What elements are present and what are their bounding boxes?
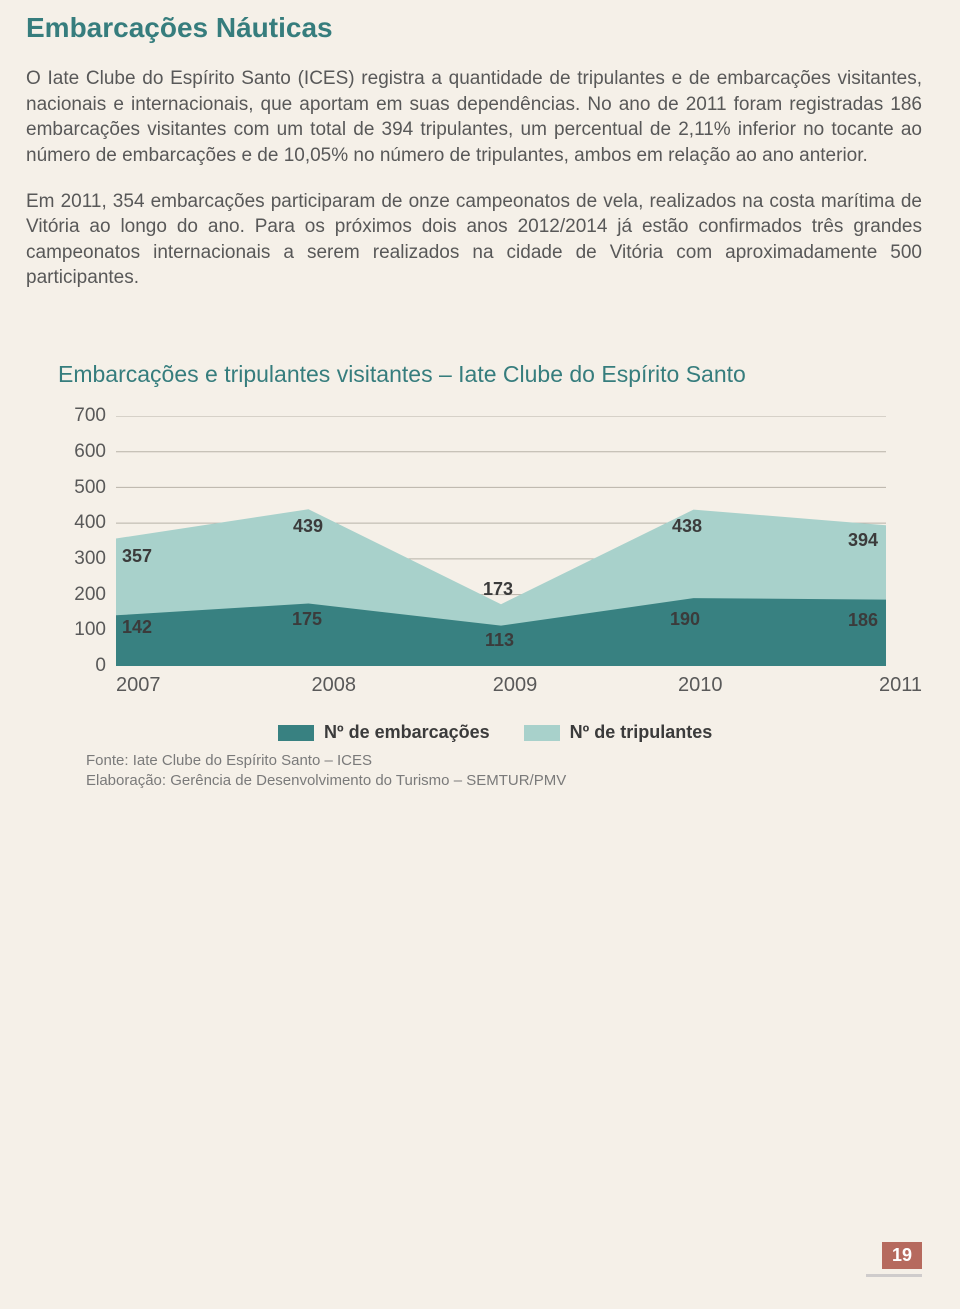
legend-embarcacoes: Nº de embarcações	[278, 722, 490, 743]
ytick-700: 700	[74, 405, 106, 427]
label-e2010: 190	[670, 609, 700, 630]
y-axis-labels: 700 600 500 400 300 200 100 0	[58, 416, 112, 666]
ytick-500: 500	[74, 477, 106, 499]
legend-label-emb: Nº de embarcações	[324, 722, 490, 743]
ytick-200: 200	[74, 584, 106, 606]
xlabel-2011: 2011	[761, 674, 922, 697]
swatch-embarcacoes	[278, 725, 314, 741]
label-e2007: 142	[122, 617, 152, 638]
label-t2009: 173	[483, 579, 513, 600]
swatch-tripulantes	[524, 725, 560, 741]
xlabel-2009: 2009	[434, 674, 595, 697]
legend-label-trip: Nº de tripulantes	[570, 722, 713, 743]
source-line-1: Fonte: Iate Clube do Espírito Santo – IC…	[86, 751, 922, 771]
page-container: Embarcações Náuticas O Iate Clube do Esp…	[0, 0, 960, 1309]
page-number-underline	[866, 1274, 922, 1277]
chart-title: Embarcações e tripulantes visitantes – I…	[58, 361, 922, 388]
label-t2008: 439	[293, 516, 323, 537]
legend-tripulantes: Nº de tripulantes	[524, 722, 713, 743]
label-e2008: 175	[292, 609, 322, 630]
label-e2011: 186	[848, 610, 878, 631]
xlabel-2010: 2010	[620, 674, 781, 697]
ytick-600: 600	[74, 441, 106, 463]
chart-block: Embarcações e tripulantes visitantes – I…	[26, 361, 922, 792]
label-t2007: 357	[122, 546, 152, 567]
x-axis-labels: 2007 2008 2009 2010 2011	[116, 674, 922, 697]
ytick-100: 100	[74, 619, 106, 641]
source-line-2: Elaboração: Gerência de Desenvolvimento …	[86, 771, 922, 791]
ytick-400: 400	[74, 512, 106, 534]
chart-area: 700 600 500 400 300 200 100 0	[58, 416, 922, 716]
page-number-badge: 19	[882, 1242, 922, 1269]
label-t2010: 438	[672, 516, 702, 537]
label-t2011: 394	[848, 530, 878, 551]
label-e2009: 113	[485, 630, 514, 651]
section-title: Embarcações Náuticas	[26, 12, 922, 44]
chart-source: Fonte: Iate Clube do Espírito Santo – IC…	[86, 751, 922, 792]
xlabel-2008: 2008	[253, 674, 414, 697]
area-chart-svg	[116, 416, 886, 666]
ytick-300: 300	[74, 548, 106, 570]
paragraph-1: O Iate Clube do Espírito Santo (ICES) re…	[26, 66, 922, 169]
chart-legend: Nº de embarcações Nº de tripulantes	[278, 722, 922, 743]
paragraph-2: Em 2011, 354 embarcações participaram de…	[26, 189, 922, 292]
ytick-0: 0	[95, 655, 106, 677]
